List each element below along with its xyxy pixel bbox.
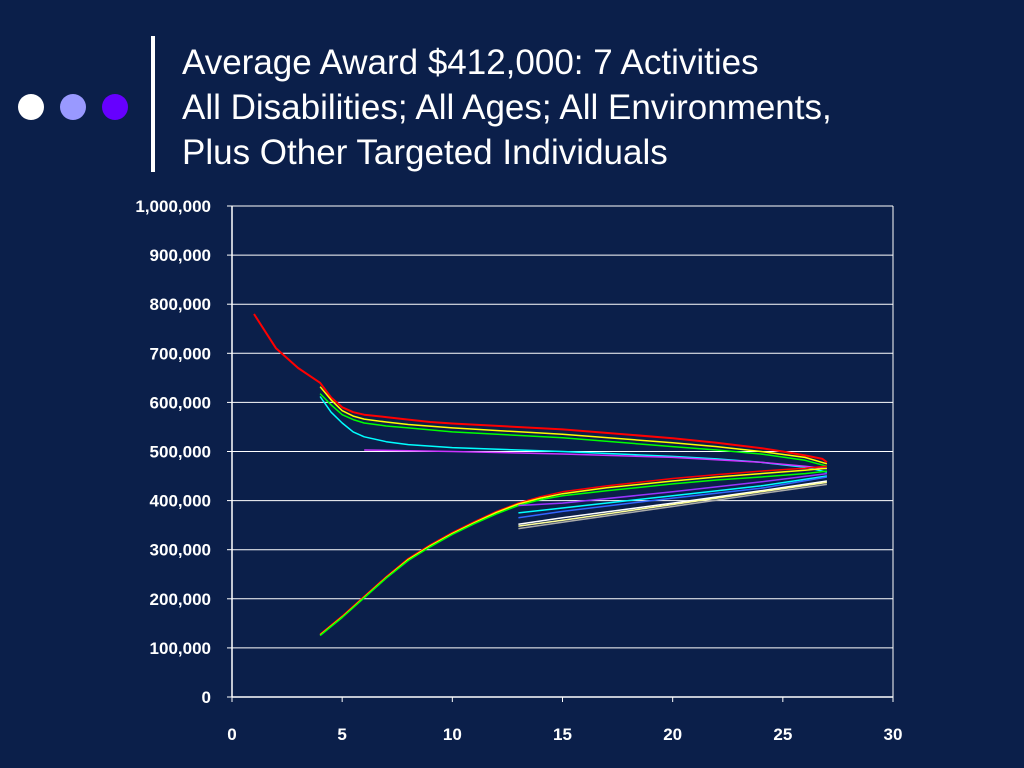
title-line-2: All Disabilities; All Ages; All Environm…	[182, 88, 832, 127]
slide-title: Average Award $412,000: 7 Activities All…	[182, 40, 832, 175]
series-line-5	[364, 449, 827, 470]
x-tick-label: 5	[337, 725, 346, 744]
x-tick-label: 0	[227, 725, 236, 744]
bullet-dots	[18, 94, 128, 120]
y-tick-label: 300,000	[150, 541, 211, 560]
bullet-dot-lavender	[60, 94, 86, 120]
x-tick-label: 15	[553, 725, 572, 744]
x-tick-label: 20	[663, 725, 682, 744]
y-tick-label: 900,000	[150, 246, 211, 265]
x-tick-label: 25	[773, 725, 792, 744]
x-tick-label: 10	[443, 725, 462, 744]
title-divider	[151, 36, 155, 172]
title-line-3: Plus Other Targeted Individuals	[182, 133, 668, 172]
series-line-13	[518, 481, 828, 527]
series-line-1	[253, 313, 828, 464]
x-tick-label: 30	[884, 725, 903, 744]
series-line-8	[319, 470, 827, 637]
y-tick-label: 800,000	[150, 295, 211, 314]
series-line-12	[518, 480, 828, 525]
y-tick-label: 0	[202, 688, 211, 707]
series-line-4	[319, 396, 828, 473]
series-line-10	[518, 475, 828, 514]
y-tick-label: 700,000	[150, 344, 211, 363]
bullet-dot-white	[18, 94, 44, 120]
y-tick-label: 100,000	[150, 639, 211, 658]
series-line-14	[518, 483, 828, 530]
series-line-2	[319, 386, 828, 465]
title-line-1: Average Award $412,000: 7 Activities	[182, 43, 759, 82]
series-line-9	[518, 472, 827, 507]
series-line-11	[518, 476, 828, 519]
series-line-3	[319, 393, 828, 467]
y-tick-label: 500,000	[150, 443, 211, 462]
y-tick-label: 200,000	[150, 590, 211, 609]
y-tick-label: 400,000	[150, 492, 211, 511]
y-tick-label: 600,000	[150, 393, 211, 412]
y-tick-label: 1,000,000	[135, 197, 211, 216]
bullet-dot-violet	[102, 94, 128, 120]
